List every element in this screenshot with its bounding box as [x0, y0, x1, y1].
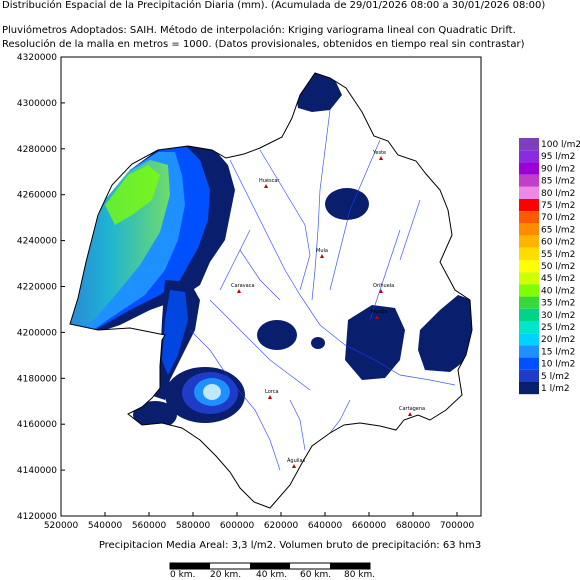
legend-swatch: [519, 382, 539, 395]
legend-label: 95 l/m2: [541, 152, 575, 162]
legend-label: 70 l/m2: [541, 213, 575, 223]
legend-label: 40 l/m2: [541, 286, 575, 296]
legend-swatch: [519, 345, 539, 358]
scale-label-0: 0 km.: [170, 570, 195, 580]
x-tick-label: 620000: [264, 521, 299, 531]
legend-swatch: [519, 162, 539, 175]
precipitation-legend: 100 l/m2 95 l/m2 90 l/m2 85 l/m2 80 l/m2 75 l…: [519, 138, 580, 395]
town-label-lorca: Lorca: [265, 389, 279, 395]
legend-label: 50 l/m2: [541, 262, 575, 272]
legend-swatch: [519, 174, 539, 187]
legend-label: 65 l/m2: [541, 225, 575, 235]
x-tick-label: 520000: [44, 521, 79, 531]
legend-label: 10 l/m2: [541, 360, 575, 370]
legend-label: 60 l/m2: [541, 238, 575, 248]
y-tick-label: 4240000: [17, 237, 57, 247]
legend-label: 55 l/m2: [541, 250, 575, 260]
scale-bar: 0 km. 20 km. 40 km. 60 km. 80 km.: [169, 562, 375, 580]
legend-swatch: [519, 308, 539, 321]
y-tick-label: 4300000: [17, 99, 57, 109]
y-tick-label: 4280000: [17, 145, 57, 155]
x-tick-label: 660000: [352, 521, 387, 531]
legend-swatch: [519, 199, 539, 212]
town-label-cartagena: Cartagena: [399, 406, 425, 412]
legend-label: 90 l/m2: [541, 164, 575, 174]
y-tick-label: 4140000: [17, 466, 57, 476]
legend-swatch: [519, 272, 539, 285]
legend-label: 25 l/m2: [541, 323, 575, 333]
legend-label: 35 l/m2: [541, 299, 575, 309]
legend-label: 45 l/m2: [541, 274, 575, 284]
x-tick-label: 680000: [396, 521, 431, 531]
legend-label: 15 l/m2: [541, 347, 575, 357]
y-tick-label: 4320000: [17, 53, 57, 63]
legend-swatch: [519, 138, 539, 151]
y-tick-label: 4160000: [17, 420, 57, 430]
y-axis: 4320000 4300000 4280000 4260000 4240000 42200…: [17, 53, 65, 522]
town-label-huescar: Huéscar: [259, 177, 280, 184]
scale-label-80: 80 km.: [344, 570, 375, 580]
y-tick-label: 4200000: [17, 328, 57, 338]
legend-swatch: [519, 223, 539, 236]
x-tick-label: 580000: [176, 521, 211, 531]
town-label-murcia: Murcia: [371, 309, 388, 315]
scale-label-20: 20 km.: [210, 570, 241, 580]
y-tick-label: 4220000: [17, 283, 57, 293]
town-label-orihuela: Orihuela: [373, 283, 394, 289]
areal-precipitation-summary: Precipitacion Media Areal: 3,3 l/m2. Vol…: [98, 540, 482, 551]
legend-swatch: [519, 247, 539, 260]
map-title: Distribución Espacial de la Precipitació…: [2, 0, 546, 11]
legend-label: 20 l/m2: [541, 335, 575, 345]
legend-swatch: [519, 369, 539, 382]
legend-label: 100 l/m2: [541, 140, 580, 150]
legend-label: 1 l/m2: [541, 384, 570, 394]
x-tick-label: 560000: [132, 521, 167, 531]
legend-swatch: [519, 321, 539, 334]
basin-precip-field: [70, 73, 472, 508]
y-tick-label: 4260000: [17, 191, 57, 201]
legend-label: 75 l/m2: [541, 201, 575, 211]
legend-swatch: [519, 296, 539, 309]
scale-label-40: 40 km.: [256, 570, 287, 580]
x-tick-label: 540000: [88, 521, 123, 531]
legend-swatch: [519, 260, 539, 273]
legend-swatch: [519, 357, 539, 370]
x-tick-label: 600000: [220, 521, 255, 531]
legend-swatch: [519, 284, 539, 297]
legend-swatch: [519, 235, 539, 248]
scale-label-60: 60 km.: [300, 570, 331, 580]
legend-label: 30 l/m2: [541, 311, 575, 321]
legend-swatch: [519, 211, 539, 224]
x-tick-label: 700000: [440, 521, 475, 531]
x-axis: 520000 540000 560000 580000 600000 620000 6400…: [44, 512, 475, 531]
legend-label: 80 l/m2: [541, 189, 575, 199]
y-tick-label: 4180000: [17, 374, 57, 384]
x-tick-label: 640000: [308, 521, 343, 531]
rivers: [189, 109, 456, 471]
town-markers: Yeste Huéscar Caravaca Mula Orihuela Mur…: [231, 150, 425, 468]
grid-resolution-note: Resolución de la malla en metros = 1000.…: [2, 39, 525, 50]
legend-swatch: [519, 186, 539, 199]
town-label-mula: Mula: [316, 248, 328, 254]
legend-swatch: [519, 333, 539, 346]
legend-label: 5 l/m2: [541, 372, 570, 382]
town-label-yeste: Yeste: [372, 150, 386, 156]
town-label-caravaca: Caravaca: [231, 283, 255, 289]
method-description: Pluviómetros Adoptados: SAIH. Método de …: [2, 25, 516, 36]
legend-label: 85 l/m2: [541, 177, 575, 187]
town-label-aguilas: Águilas: [287, 457, 306, 464]
y-tick-label: 4120000: [17, 512, 57, 522]
legend-swatch: [519, 150, 539, 163]
